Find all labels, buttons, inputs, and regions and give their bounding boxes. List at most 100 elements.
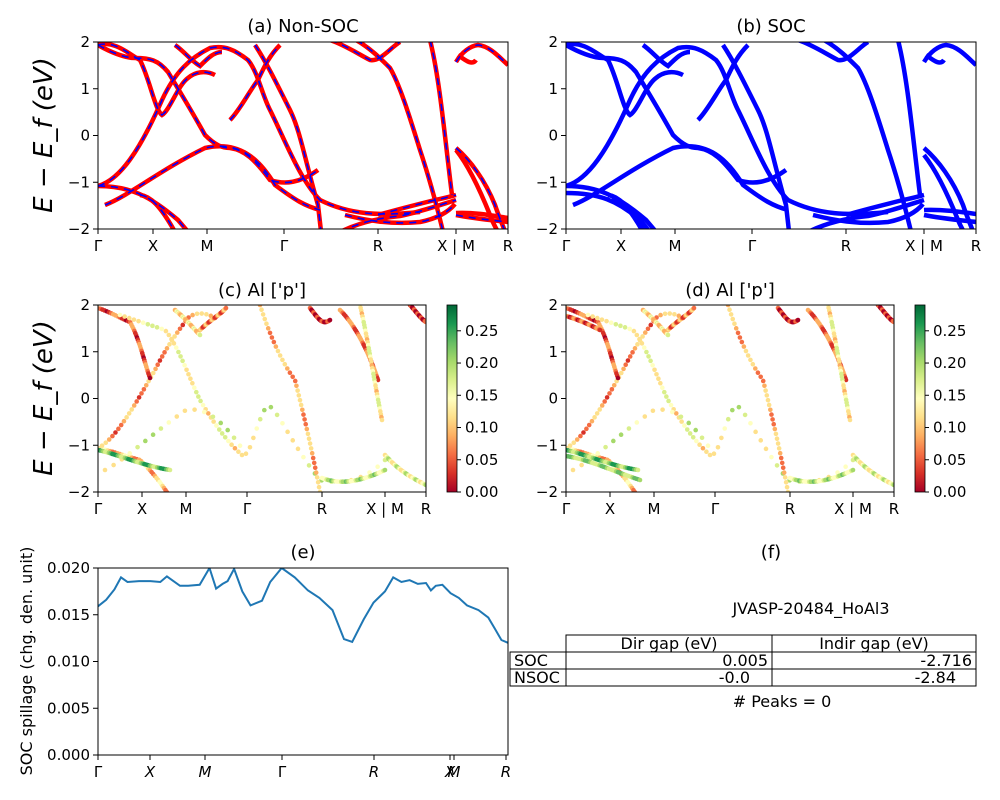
band-line [454, 148, 500, 229]
band-point [711, 451, 717, 456]
band-point [177, 326, 183, 332]
band-point [173, 503, 178, 508]
band-line [139, 194, 175, 229]
colorbar-tick-label: 0.25 [465, 322, 498, 340]
band-line [922, 42, 976, 67]
band-point [251, 435, 256, 441]
band-point [625, 358, 631, 363]
panel-e-plot [98, 568, 508, 644]
band-point [285, 429, 290, 435]
band-point [648, 322, 654, 328]
band-point [274, 412, 280, 418]
band-point [772, 426, 778, 432]
band-point [656, 376, 661, 382]
band-point [673, 411, 679, 416]
band-point [630, 350, 635, 355]
band-point [618, 370, 624, 376]
colorbar-d: 0.25 0.20 0.15 0.10 0.05 0.00 [914, 304, 966, 501]
band-point [180, 322, 186, 328]
band-point [194, 311, 200, 317]
x-tick-label: M [180, 500, 193, 518]
band-point [642, 330, 648, 335]
band-point [126, 411, 132, 416]
band-point [783, 479, 789, 485]
band-point [306, 463, 312, 468]
band-point [150, 432, 156, 438]
band-point [297, 397, 303, 403]
table-value: -0.0 [719, 668, 750, 687]
band-point [741, 344, 747, 349]
band-point [285, 366, 290, 371]
band-point [304, 426, 310, 432]
band-point [611, 438, 616, 444]
band-point [210, 414, 216, 420]
band-line [566, 42, 685, 118]
band-point [597, 327, 603, 333]
x-tick-label: X [137, 500, 147, 518]
band-point [300, 407, 305, 413]
y-tick-label: 0.005 [47, 699, 90, 717]
band-point [627, 326, 633, 332]
band-point [262, 407, 267, 413]
band-point [171, 341, 177, 346]
band-point [260, 312, 266, 317]
band-point [850, 467, 856, 473]
x-tick-label: R [373, 237, 383, 255]
band-point [843, 464, 848, 469]
band-point [618, 323, 623, 329]
band-point [169, 336, 174, 342]
table-cell [771, 668, 977, 687]
y-tick-label: 1 [80, 80, 90, 98]
panel-b: (b) SOC [565, 16, 977, 230]
band-line [455, 214, 508, 223]
band-point [134, 399, 139, 404]
band-point [173, 345, 179, 350]
band-point [736, 404, 742, 410]
band-point [259, 307, 264, 313]
band-point [755, 370, 761, 375]
band-point [262, 316, 268, 322]
band-point [763, 388, 768, 393]
band-point [153, 366, 158, 372]
table-header: Indir gap (eV) [819, 634, 929, 653]
x-tick-label: M [669, 237, 682, 255]
band-point [229, 442, 234, 448]
band-line [566, 190, 651, 229]
band-point [174, 414, 180, 419]
band-point [423, 319, 426, 325]
band-line [922, 153, 965, 229]
band-point [637, 496, 642, 501]
x-tick-label: M [448, 763, 461, 781]
band-point [678, 414, 684, 420]
band-point [223, 305, 229, 311]
band-point [303, 421, 309, 427]
band-point [290, 374, 295, 380]
y-tick-label: −1 [536, 173, 558, 191]
band-point [169, 496, 174, 501]
band-point [669, 409, 675, 415]
band-point [679, 419, 684, 424]
band-point [122, 314, 127, 319]
band-point [375, 464, 380, 469]
band-point [111, 462, 116, 468]
band-point [626, 426, 632, 431]
y-tick-label: 2 [548, 296, 558, 314]
band-point [639, 341, 645, 346]
band-line [98, 46, 421, 215]
band-point [167, 342, 172, 347]
band-point [650, 408, 656, 414]
band-point [257, 305, 263, 308]
band-point [585, 312, 591, 318]
band-point [733, 326, 739, 331]
band-point [694, 438, 699, 444]
x-tick-label: Γ [748, 237, 757, 255]
band-point [621, 366, 626, 372]
band-point [106, 437, 112, 442]
band-point [623, 362, 629, 368]
band-line [174, 44, 223, 68]
band-point [159, 354, 165, 359]
colorbar-tick-label: 0.05 [933, 451, 966, 469]
table-header: Dir gap (eV) [621, 634, 718, 653]
band-line [572, 144, 789, 213]
